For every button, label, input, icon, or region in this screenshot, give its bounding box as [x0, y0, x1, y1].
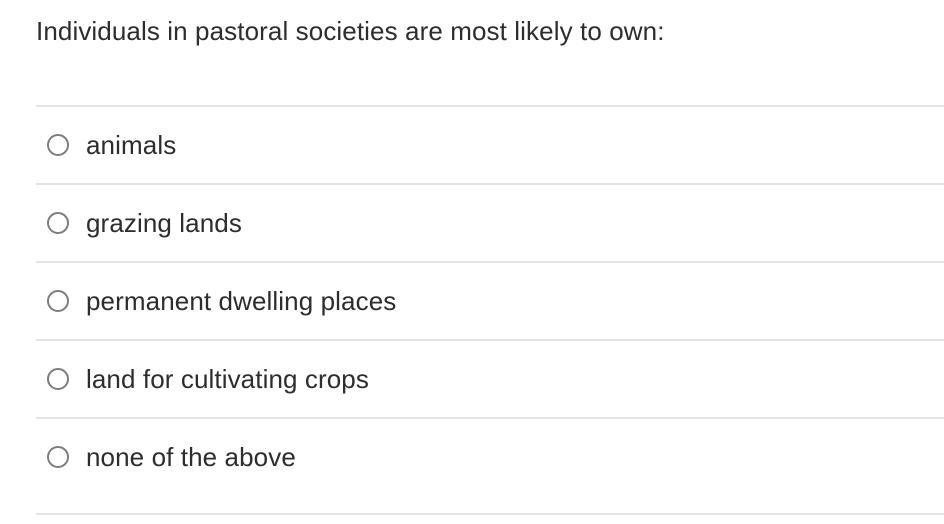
answer-option-permanent-dwelling-places[interactable]: permanent dwelling places: [36, 261, 944, 340]
answer-label[interactable]: animals: [86, 129, 177, 160]
answer-option-grazing-lands[interactable]: grazing lands: [36, 183, 944, 262]
quiz-question-panel: Individuals in pastoral societies are mo…: [0, 16, 944, 524]
answer-option-animals[interactable]: animals: [36, 105, 944, 184]
radio-button-icon[interactable]: [47, 446, 69, 469]
radio-button-icon[interactable]: [47, 290, 69, 313]
question-text: Individuals in pastoral societies are mo…: [36, 16, 665, 46]
answer-label[interactable]: grazing lands: [86, 207, 242, 238]
answer-label[interactable]: land for cultivating crops: [86, 363, 369, 394]
radio-button-icon[interactable]: [47, 212, 69, 235]
answer-label[interactable]: permanent dwelling places: [86, 285, 397, 316]
answer-option-land-for-cultivating-crops[interactable]: land for cultivating crops: [36, 339, 944, 418]
answer-option-none-of-the-above[interactable]: none of the above: [36, 417, 944, 496]
radio-button-icon[interactable]: [47, 368, 69, 391]
radio-button-icon[interactable]: [47, 134, 69, 157]
answers-list: animals grazing lands permanent dwelling…: [36, 105, 944, 516]
answer-label[interactable]: none of the above: [86, 441, 296, 472]
